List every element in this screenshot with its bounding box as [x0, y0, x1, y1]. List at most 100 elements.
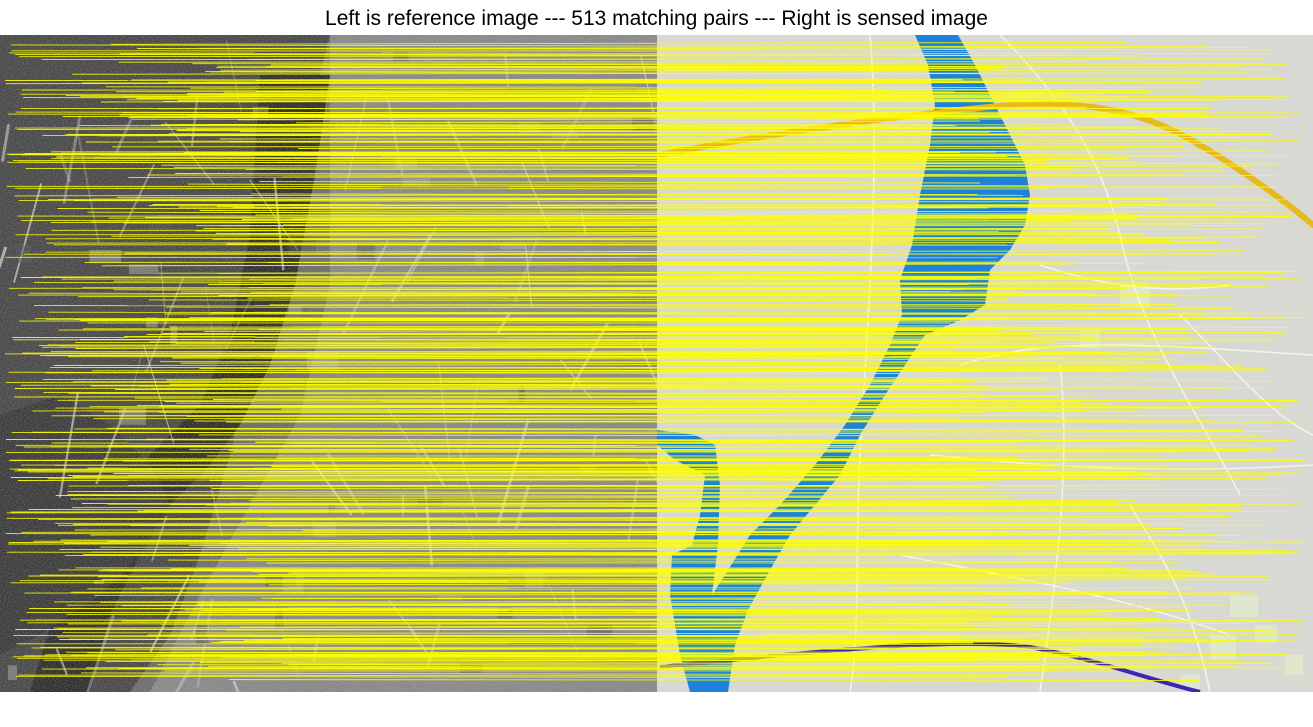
- match-line: [50, 350, 956, 353]
- match-line: [199, 662, 1297, 665]
- match-line: [16, 643, 1142, 645]
- match-line: [177, 98, 1285, 101]
- match-line: [164, 401, 1082, 403]
- match-line: [244, 638, 1208, 642]
- match-line: [48, 311, 1304, 314]
- match-line: [202, 99, 1221, 103]
- match-line: [106, 427, 1238, 431]
- match-line: [14, 395, 1095, 398]
- match-line: [13, 635, 1150, 638]
- match-line: [165, 306, 1234, 310]
- match-line: [57, 207, 989, 209]
- map-block: [1180, 675, 1200, 689]
- match-line: [21, 89, 1195, 92]
- match-line: [282, 175, 1153, 178]
- match-line: [100, 154, 1008, 158]
- match-line: [223, 91, 1103, 94]
- match-line: [12, 337, 1193, 339]
- match-line: [198, 434, 1262, 437]
- match-line: [104, 410, 1137, 413]
- match-line: [175, 342, 1053, 345]
- match-line: [286, 237, 1205, 241]
- match-line: [51, 442, 1147, 445]
- match-line: [5, 451, 1181, 453]
- match-line: [296, 120, 981, 124]
- match-line: [245, 168, 1073, 170]
- match-line: [184, 153, 1179, 157]
- match-line: [42, 134, 1027, 137]
- match-line: [78, 294, 1177, 298]
- match-line: [221, 376, 1147, 380]
- match-line: [114, 388, 1229, 390]
- match-line: [50, 151, 960, 153]
- match-line: [136, 48, 1275, 51]
- match-line: [220, 67, 1002, 71]
- match-line: [9, 286, 1269, 289]
- match-line: [212, 399, 1298, 401]
- match-line: [241, 381, 1275, 383]
- match-line: [8, 52, 1268, 54]
- match-line: [50, 366, 1268, 370]
- match-line: [150, 124, 955, 127]
- match-line: [117, 196, 1130, 200]
- match-line: [212, 488, 1300, 491]
- match-line: [284, 339, 1273, 342]
- match-line: [15, 444, 1207, 447]
- match-line: [187, 183, 1087, 187]
- match-line: [199, 210, 1290, 213]
- match-line: [6, 551, 1297, 554]
- match-line: [23, 655, 992, 658]
- match-line: [89, 406, 1053, 409]
- match-line: [219, 137, 1242, 140]
- match-line: [276, 457, 1021, 460]
- match-line: [10, 581, 1067, 584]
- match-line: [157, 106, 1088, 110]
- match-line: [209, 71, 1025, 75]
- match-line: [251, 193, 1024, 196]
- match-line: [17, 127, 1039, 131]
- match-line: [46, 242, 1221, 244]
- match-line: [90, 533, 1219, 536]
- match-line: [113, 278, 1199, 282]
- match-line: [123, 220, 1070, 224]
- match-line: [70, 496, 952, 500]
- match-line: [131, 78, 1285, 81]
- match-line: [68, 392, 983, 396]
- match-line: [199, 366, 1244, 370]
- match-line: [23, 253, 1214, 256]
- match-line: [304, 469, 977, 472]
- match-line: [258, 328, 998, 332]
- match-line: [161, 164, 1137, 167]
- match-line: [18, 674, 1007, 677]
- match-line: [228, 679, 1199, 681]
- match-line: [45, 250, 1244, 253]
- match-line: [259, 355, 1035, 358]
- match-line: [156, 113, 1197, 115]
- match-line: [248, 278, 975, 280]
- match-line: [110, 41, 1125, 45]
- match-line: [94, 593, 1242, 596]
- map-block: [1230, 595, 1258, 617]
- match-line: [75, 341, 994, 344]
- match-line: [27, 621, 1270, 624]
- match-line: [190, 87, 1148, 91]
- match-line: [72, 505, 988, 509]
- match-line: [194, 420, 1298, 423]
- match-line: [67, 492, 999, 495]
- match-line: [291, 572, 1215, 576]
- match-line: [11, 44, 1208, 48]
- match-line: [18, 200, 1164, 203]
- match-line: [172, 357, 1177, 361]
- match-line: [15, 126, 1179, 129]
- matching-figure-canvas: [0, 35, 1313, 692]
- match-line: [97, 574, 1019, 578]
- match-line: [192, 63, 1287, 65]
- match-line: [224, 418, 1124, 422]
- match-line: [10, 459, 1220, 462]
- match-line: [224, 212, 1034, 215]
- match-line: [239, 624, 1138, 628]
- match-line: [66, 613, 1114, 616]
- match-line: [15, 233, 1144, 236]
- match-line: [193, 353, 1168, 356]
- match-line: [44, 652, 1166, 656]
